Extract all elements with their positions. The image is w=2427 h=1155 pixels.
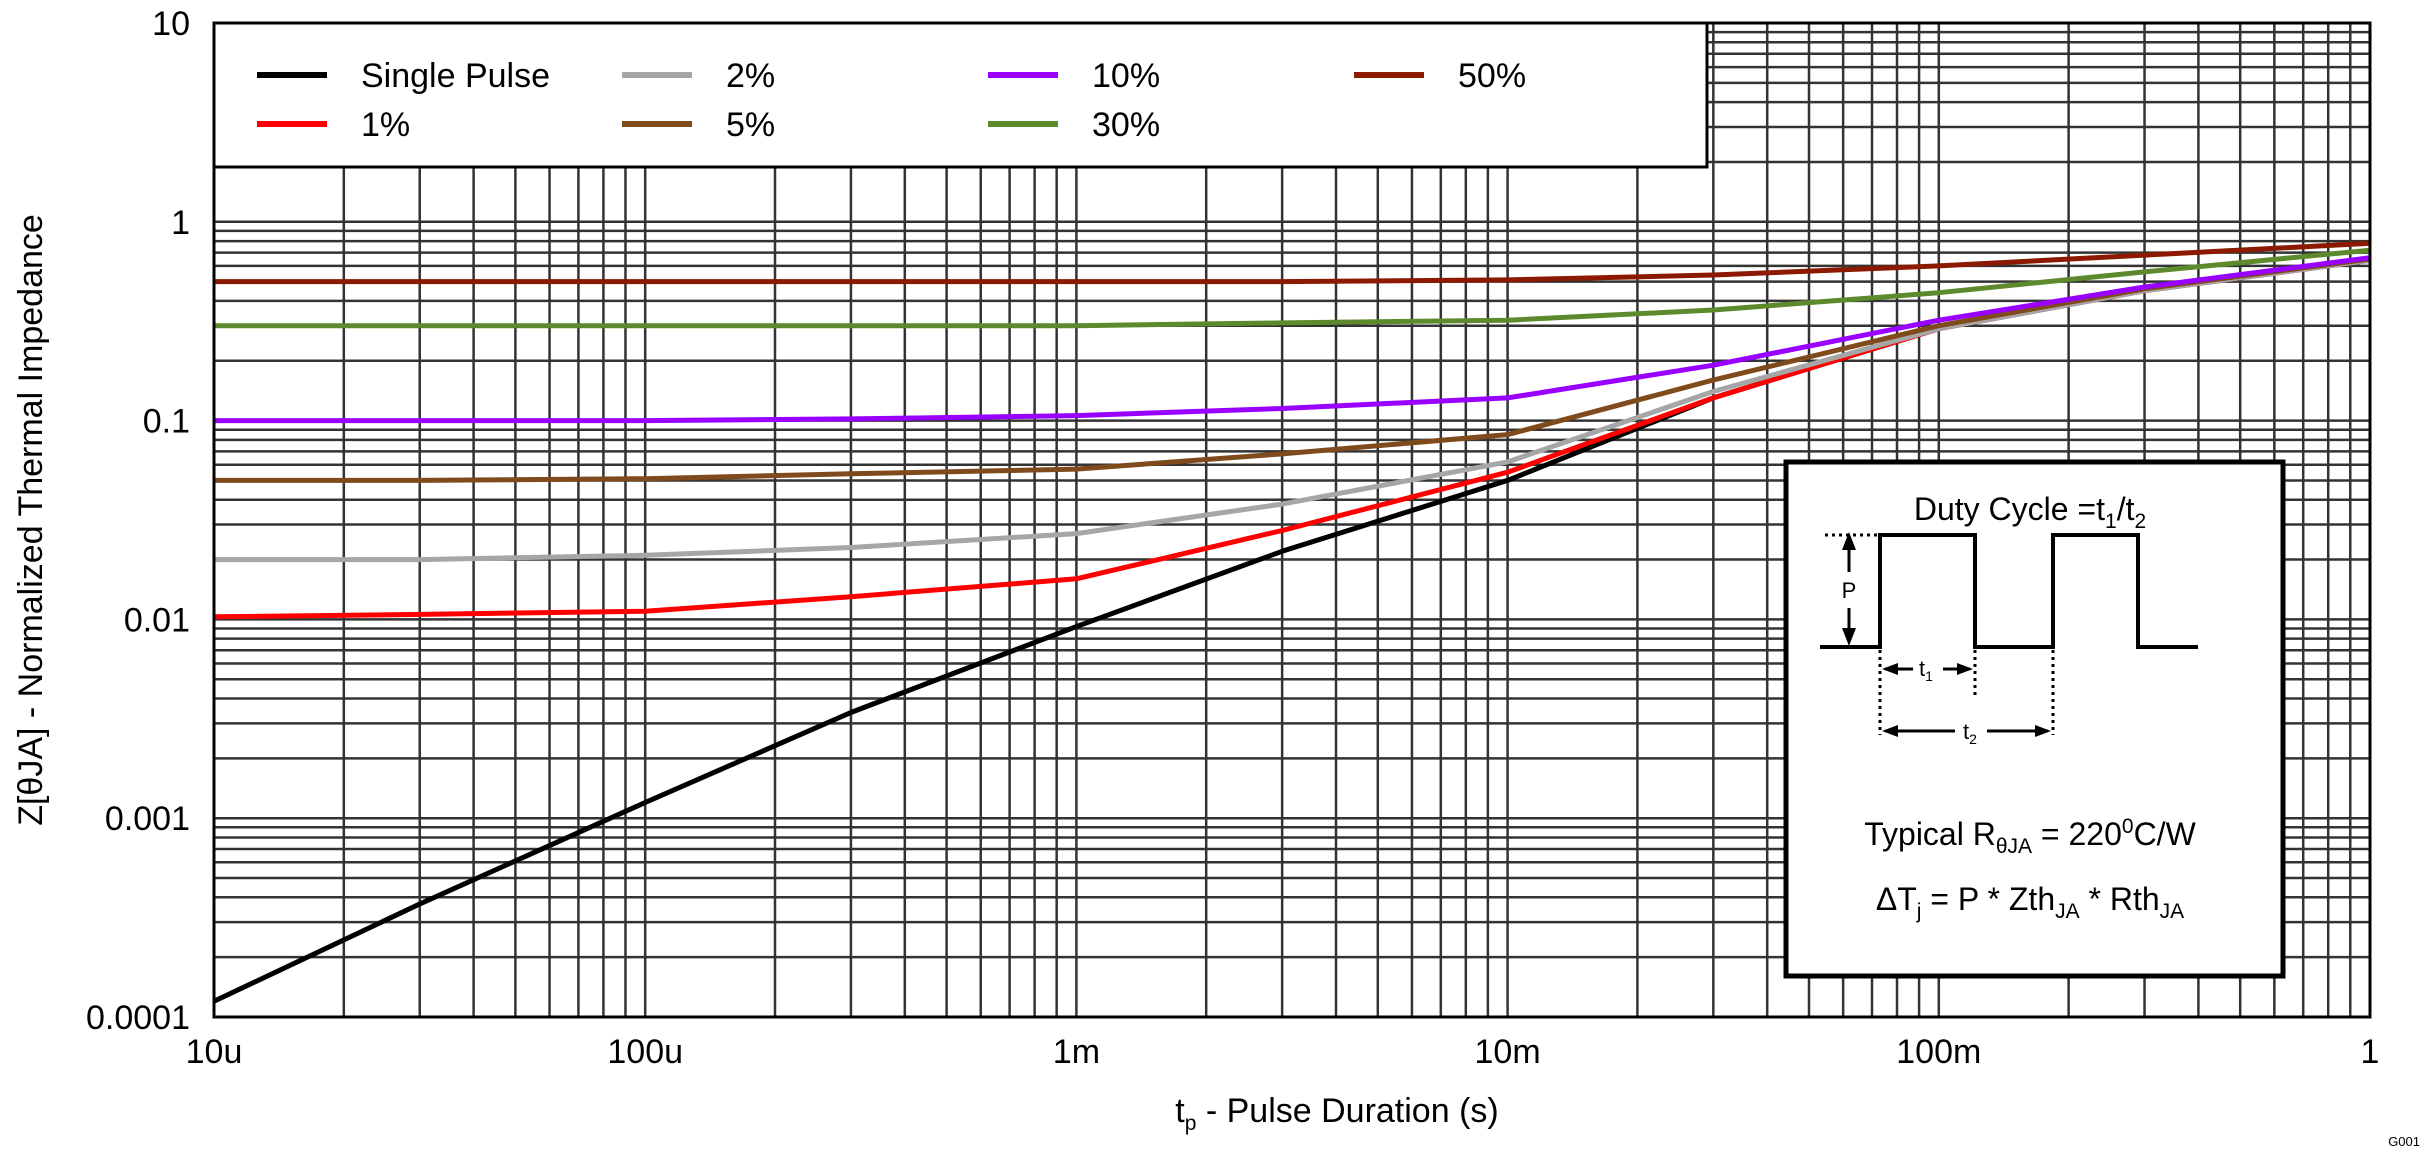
legend-label: 30% (1092, 106, 1160, 144)
p-arrow-up-icon (1842, 532, 1856, 550)
legend-label: 10% (1092, 57, 1160, 95)
x-tick-label: 10u (186, 1033, 243, 1071)
legend-item: 10% (988, 57, 1160, 95)
y-tick-label: 0.0001 (86, 999, 190, 1037)
legend-label: 5% (726, 106, 775, 144)
series-line-10- (214, 255, 2371, 424)
t1-arrow-right-icon (1957, 663, 1973, 675)
legend-label: 2% (726, 57, 775, 95)
y-axis-title: Z[θJA] - Normalized Thermal Impedance (12, 214, 50, 826)
x-tick-label: 1m (1053, 1033, 1100, 1071)
legend-item: 2% (622, 57, 775, 95)
t2-arrow-left-icon (1882, 725, 1898, 737)
delta-tj-formula: ΔTj = P * ZthJA * RthJA (1876, 881, 2184, 923)
t1-arrow-left-icon (1882, 663, 1898, 675)
inset-title: Duty Cycle =t1/t2 (1914, 491, 2146, 533)
y-tick-label: 0.001 (105, 800, 190, 838)
legend-label: 50% (1458, 57, 1526, 95)
series-line-50- (214, 240, 2371, 285)
r-theta-ja-text: Typical RθJA = 2200C/W (1864, 815, 2196, 858)
legend-label: Single Pulse (361, 57, 550, 95)
y-tick-label: 1 (171, 204, 190, 242)
legend-item: 1% (257, 106, 410, 144)
series-line-2- (214, 257, 2371, 563)
x-axis-title: tp - Pulse Duration (s) (1175, 1092, 1498, 1135)
pulse-waveform (1820, 533, 2198, 649)
figure-id: G001 (2388, 1134, 2420, 1149)
y-tick-label: 10 (152, 5, 190, 43)
legend: Single Pulse 1% 2% 5% 10% 30% 50% (212, 21, 1709, 169)
duty-cycle-inset: Duty Cycle =t1/t2 P t1 t2 Typical RθJA =… (1783, 459, 2286, 979)
p-label: P (1842, 578, 1857, 603)
tick-labels: 10u 100u 1m 10m 100m 1 0.0001 0.001 0.01 0.1 1 10 (86, 5, 2379, 1071)
series-lines (212, 240, 2371, 1004)
y-tick-label: 0.01 (124, 601, 190, 639)
t2-arrow-right-icon (2035, 725, 2051, 737)
series-line-5- (214, 256, 2371, 483)
y-tick-label: 0.1 (143, 403, 190, 441)
legend-item: 30% (988, 106, 1160, 144)
legend-item: Single Pulse (257, 57, 550, 95)
legend-label: 1% (361, 106, 410, 144)
legend-item: 5% (622, 106, 775, 144)
p-arrow-down-icon (1842, 628, 1856, 646)
t2-label: t2 (1963, 719, 1977, 747)
inset-box (1783, 459, 2286, 979)
x-tick-label: 10m (1475, 1033, 1541, 1071)
x-tick-label: 1 (2361, 1033, 2380, 1071)
x-tick-label: 100m (1896, 1033, 1981, 1071)
x-tick-label: 100u (607, 1033, 683, 1071)
legend-item: 50% (1354, 57, 1526, 95)
legend-box (212, 21, 1709, 169)
t1-label: t1 (1919, 656, 1933, 684)
series-line-30- (214, 247, 2371, 329)
